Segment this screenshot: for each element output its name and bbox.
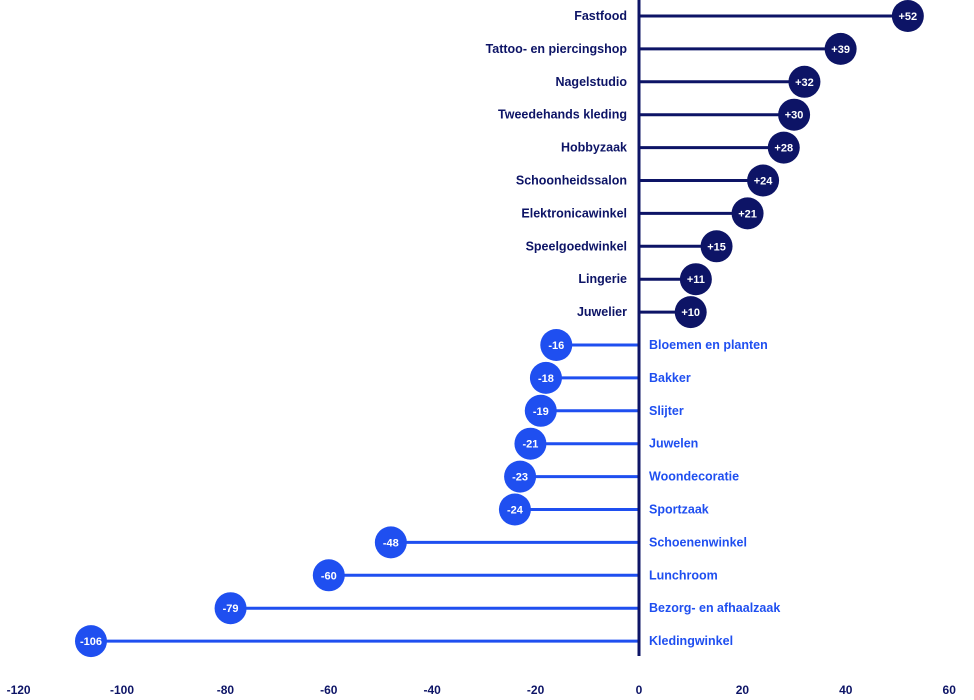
value-label: +52 — [899, 11, 918, 23]
lollipop-row: +30 Tweedehands kleding — [498, 98, 811, 131]
value-label: +30 — [785, 110, 804, 122]
lollipop-row: -23 Woondecoratie — [504, 460, 739, 493]
value-label: +28 — [774, 143, 793, 155]
category-label: Schoenenwinkel — [649, 535, 747, 549]
value-bubble — [514, 427, 547, 460]
chart-rows: +52 Fastfood +39 Tattoo- en piercingshop +32… — [74, 0, 924, 658]
value-label: +10 — [681, 307, 700, 319]
value-bubble — [312, 559, 345, 592]
value-bubble — [788, 65, 821, 98]
lollipop-row: -19 Slijter — [524, 394, 684, 427]
value-label: +21 — [738, 208, 757, 220]
category-label: Speelgoedwinkel — [526, 239, 627, 253]
x-tick-label: -100 — [110, 683, 134, 697]
x-tick-label: -20 — [527, 683, 545, 697]
value-bubble — [74, 625, 107, 658]
value-label: +39 — [831, 44, 850, 56]
x-tick-label: -120 — [7, 683, 31, 697]
x-tick-label: 40 — [839, 683, 853, 697]
category-label: Lunchroom — [649, 568, 718, 582]
value-label: +11 — [687, 274, 705, 286]
category-label: Bloemen en planten — [649, 338, 768, 352]
category-label: Hobbyzaak — [561, 141, 627, 155]
lollipop-row: +39 Tattoo- en piercingshop — [486, 32, 857, 65]
value-bubble — [529, 361, 562, 394]
value-bubble — [540, 329, 573, 361]
category-label: Lingerie — [578, 272, 627, 286]
value-label: -48 — [383, 537, 399, 549]
lollipop-row: +10 Juwelier — [577, 296, 707, 329]
value-bubble — [674, 296, 707, 329]
value-label: -79 — [223, 603, 239, 615]
category-label: Elektronicawinkel — [521, 206, 627, 220]
x-tick-label: -60 — [320, 683, 338, 697]
category-label: Fastfood — [574, 9, 627, 23]
lollipop-row: -16 Bloemen en planten — [540, 329, 768, 361]
value-bubble — [374, 526, 407, 559]
value-label: +15 — [707, 241, 726, 253]
x-tick-label: -80 — [217, 683, 235, 697]
value-bubble — [524, 394, 557, 427]
value-label: -21 — [522, 439, 538, 451]
lollipop-row: -24 Sportzaak — [498, 493, 709, 526]
category-label: Nagelstudio — [555, 75, 627, 89]
value-bubble — [679, 263, 712, 296]
category-label: Juwelier — [577, 305, 627, 319]
lollipop-row: -79 Bezorg- en afhaalzaak — [214, 592, 780, 625]
lollipop-row: +52 Fastfood — [574, 0, 924, 32]
value-label: -23 — [512, 472, 528, 484]
lollipop-row: -48 Schoenenwinkel — [374, 526, 747, 559]
x-axis: -120 -100 -80 -60 -40 -20 0 20 40 60 — [7, 683, 957, 697]
value-bubble — [747, 164, 780, 197]
x-tick-label: 60 — [943, 683, 957, 697]
lollipop-row: -106 Kledingwinkel — [74, 625, 733, 658]
value-label: +32 — [795, 77, 814, 89]
value-bubble — [767, 131, 800, 164]
lollipop-row: -21 Juwelen — [514, 427, 698, 460]
value-bubble — [700, 230, 733, 263]
value-label: -18 — [538, 373, 554, 385]
lollipop-row: +21 Elektronicawinkel — [521, 197, 764, 230]
value-bubble — [498, 493, 531, 526]
x-tick-label: 20 — [736, 683, 750, 697]
category-label: Bakker — [649, 371, 691, 385]
category-label: Kledingwinkel — [649, 634, 733, 648]
lollipop-row: +32 Nagelstudio — [555, 65, 821, 98]
category-label: Tattoo- en piercingshop — [486, 42, 628, 56]
category-label: Woondecoratie — [649, 470, 739, 484]
value-label: -24 — [507, 505, 524, 517]
x-tick-label: 0 — [636, 683, 643, 697]
category-label: Bezorg- en afhaalzaak — [649, 601, 780, 615]
value-label: -16 — [548, 340, 564, 352]
value-bubble — [214, 592, 247, 625]
category-label: Juwelen — [649, 437, 698, 451]
value-bubble — [778, 98, 811, 131]
category-label: Tweedehands kleding — [498, 108, 627, 122]
value-bubble — [731, 197, 764, 230]
category-label: Schoonheidssalon — [516, 174, 627, 188]
lollipop-row: -18 Bakker — [529, 361, 691, 394]
lollipop-row: +24 Schoonheidssalon — [516, 164, 780, 197]
value-label: -60 — [321, 570, 337, 582]
lollipop-row: +15 Speelgoedwinkel — [526, 230, 733, 263]
value-bubble — [891, 0, 924, 32]
value-label: -106 — [80, 636, 102, 648]
value-bubble — [504, 460, 537, 493]
x-tick-label: -40 — [424, 683, 442, 697]
lollipop-row: +11 Lingerie — [578, 263, 712, 296]
category-label: Sportzaak — [649, 503, 709, 517]
value-label: -19 — [533, 406, 549, 418]
lollipop-row: -60 Lunchroom — [312, 559, 718, 592]
value-bubble — [824, 32, 857, 65]
lollipop-row: +28 Hobbyzaak — [561, 131, 800, 164]
value-label: +24 — [754, 176, 774, 188]
category-label: Slijter — [649, 404, 684, 418]
